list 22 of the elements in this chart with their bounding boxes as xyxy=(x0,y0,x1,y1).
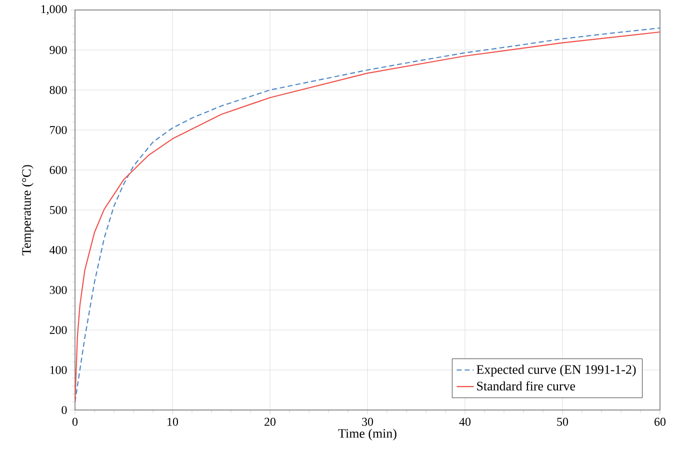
x-tick-label: 0 xyxy=(72,418,78,426)
y-tick-label: 200 xyxy=(50,326,67,334)
legend-label: Standard fire curve xyxy=(477,381,576,390)
y-tick-label: 300 xyxy=(50,286,67,294)
y-tick-label: 100 xyxy=(50,366,67,374)
x-axis-title: Time (min) xyxy=(338,428,396,440)
y-tick-label: 900 xyxy=(50,46,67,54)
x-tick-label: 60 xyxy=(654,418,666,426)
x-tick-label: 20 xyxy=(264,418,276,426)
y-tick-label: 1,000 xyxy=(41,5,67,15)
legend-label: Expected curve (EN 1991-1-2) xyxy=(476,364,636,376)
x-tick-label: 40 xyxy=(459,418,471,426)
x-tick-label: 10 xyxy=(168,418,178,426)
y-tick-label: 800 xyxy=(50,86,67,94)
y-tick-label: 0 xyxy=(62,406,67,414)
y-tick-label: 500 xyxy=(50,206,67,214)
y-tick-label: 700 xyxy=(50,126,67,134)
x-tick-label: 30 xyxy=(362,418,374,426)
y-tick-label: 600 xyxy=(50,166,67,174)
x-tick-label: 50 xyxy=(557,418,568,426)
y-axis-title: Temperature (°C) xyxy=(22,165,34,256)
y-tick-label: 400 xyxy=(50,246,67,254)
